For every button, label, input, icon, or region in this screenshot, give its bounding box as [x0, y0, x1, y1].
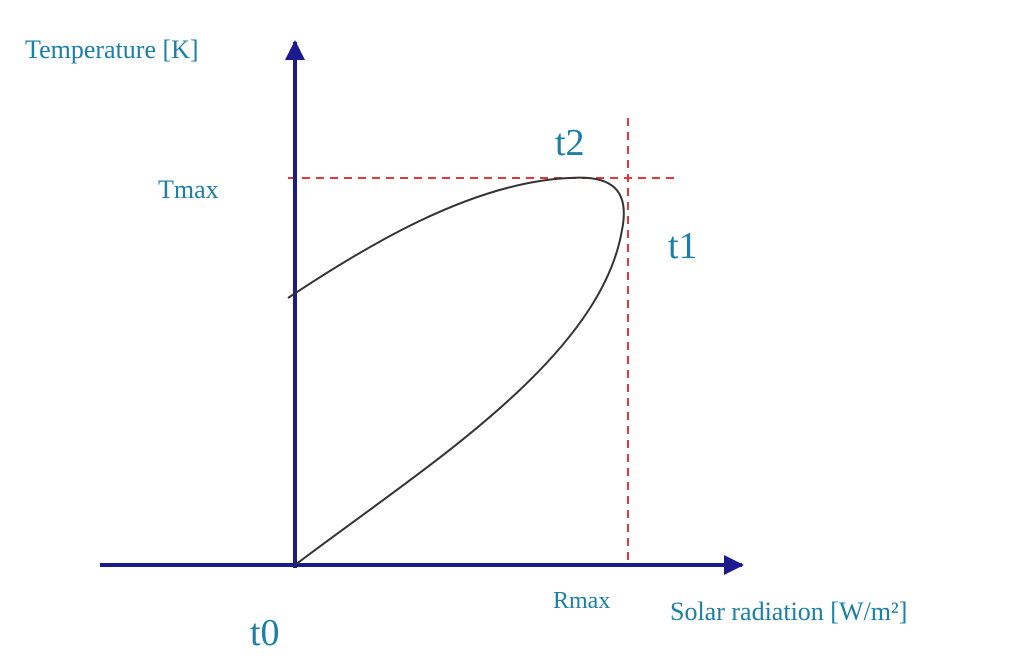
hysteresis-curve	[287, 176, 625, 566]
t0-label: t0	[250, 612, 280, 654]
t1-label: t1	[668, 225, 698, 267]
tmax-label: Tmax	[158, 175, 219, 204]
rmax-label: Rmax	[553, 588, 610, 614]
t2-label: t2	[555, 122, 585, 164]
y-axis-label: Temperature [K]	[25, 35, 199, 64]
x-axis-label: Solar radiation [W/m²]	[670, 597, 907, 626]
